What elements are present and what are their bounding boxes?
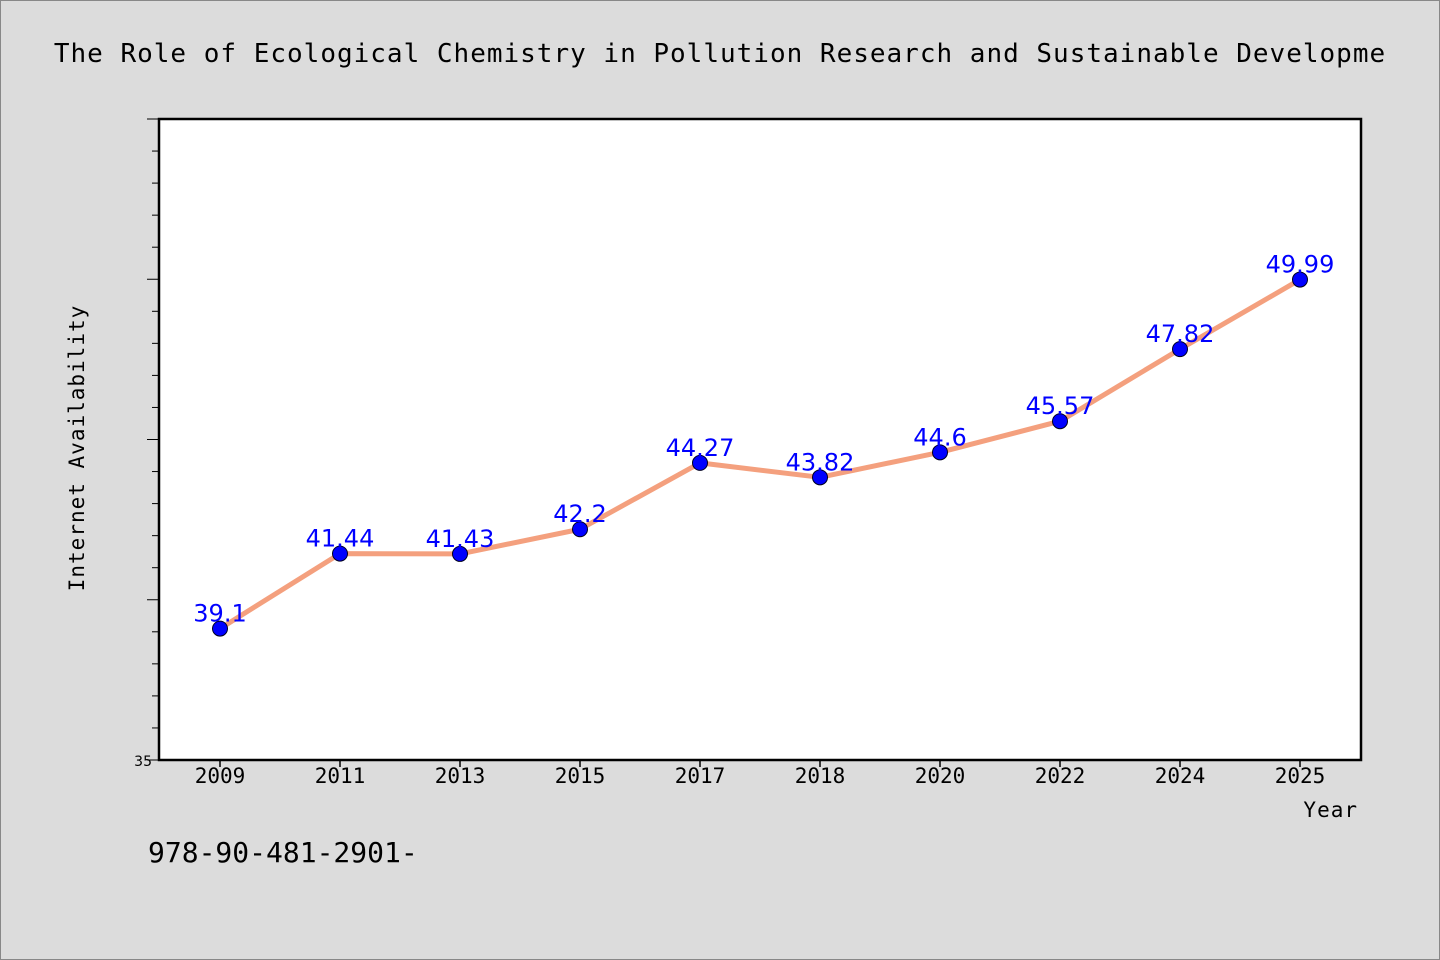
data-point [452,545,468,562]
plot-area [157,117,1363,762]
x-tick-label: 2013 [435,764,486,788]
x-tick-label: 2017 [675,764,726,788]
chart-title: The Role of Ecological Chemistry in Poll… [54,39,1386,69]
data-point [212,620,228,637]
data-point [932,444,948,461]
x-tick-label: 2015 [555,764,606,788]
data-point [812,469,828,486]
data-label: 41.44 [306,525,375,553]
data-point [1052,413,1068,430]
y-tick-label: 35 [134,754,152,770]
y-axis-label: Internet Availability [65,305,89,592]
data-point [1292,271,1308,288]
x-axis-label: Year [1303,798,1358,822]
data-label: 41.43 [426,525,495,553]
data-label: 45.57 [1026,392,1095,420]
x-tick-label: 2020 [915,764,966,788]
data-label: 43.82 [786,448,855,476]
x-axis-ticks [219,760,1301,767]
x-tick-label: 2011 [315,764,366,788]
data-point [332,545,348,562]
footer-text: 978-90-481-2901- [148,836,418,869]
x-tick-label: 2025 [1275,764,1326,788]
x-tick-label: 2024 [1155,764,1206,788]
data-label: 44.6 [913,423,966,451]
data-point [692,454,708,471]
x-tick-label: 2009 [195,764,246,788]
data-labels: 39.1 41.44 41.43 42.2 44.27 43.82 44.6 45.57 47.… [193,251,1334,628]
data-label: 44.27 [666,434,735,462]
data-label: 42.2 [553,500,606,528]
x-tick-label: 2022 [1035,764,1086,788]
y-axis-ticks [147,118,159,761]
data-point [1172,341,1188,358]
data-markers [212,271,1308,637]
x-tick-labels: 2009 2011 2013 2015 2017 2018 2020 2022 2024 2025 [195,764,1326,788]
data-label: 49.99 [1266,251,1335,279]
series-line [217,277,1303,632]
data-point [572,521,588,538]
data-label: 47.82 [1146,320,1215,348]
data-label: 39.1 [193,600,246,628]
x-tick-label: 2018 [795,764,846,788]
